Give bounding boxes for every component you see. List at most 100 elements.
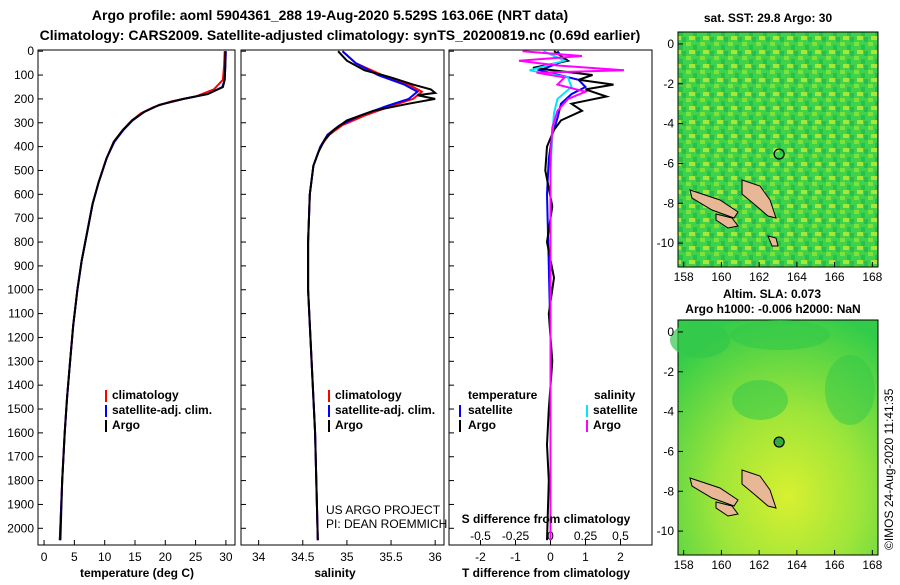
x-tick-label: 25: [189, 550, 203, 564]
s-tick-label: 0.25: [574, 529, 598, 543]
s-tick-label: -0.25: [502, 529, 530, 543]
sla-map: 158 160 162 164 166 168 0 -2 -4 -6 -8 -10: [657, 319, 883, 572]
imos-stamp: ©IMOS 24-Aug-2020 11:41:35: [882, 388, 896, 550]
map-y-tick-label: -2: [663, 77, 674, 91]
series-line-argo: [307, 50, 438, 541]
map-x-tick-label: 168: [862, 558, 882, 572]
legend-climatology: climatology: [112, 388, 179, 402]
x-tick-label: 34: [252, 550, 266, 564]
pi-annotation: PI: DEAN ROEMMICH: [326, 517, 447, 531]
y-tick-label: 1300: [7, 354, 34, 368]
map-y-tick-label: -10: [657, 236, 675, 250]
x-tick-label: 34.5: [291, 550, 315, 564]
island-shape: [715, 213, 739, 229]
x-tick-label: -1: [510, 550, 521, 564]
y-tick-label: 1700: [7, 450, 34, 464]
island-shape: [741, 179, 777, 219]
argo-location-marker: [773, 148, 785, 160]
difference-panel: -2 -1 0 1 2 -0.5 -0.25 0 0.25 0.5 T difference f…: [448, 49, 653, 580]
x-tick-label: 30: [219, 550, 233, 564]
map-y-tick-label: -4: [663, 405, 674, 419]
y-tick-label: 1500: [7, 402, 34, 416]
legend-argo: Argo: [112, 418, 140, 432]
title-line-2: Climatology: CARS2009. Satellite-adjuste…: [40, 27, 641, 43]
map-x-tick-label: 162: [749, 270, 769, 284]
y-tick-label: 1800: [7, 474, 34, 488]
salinity-xlabel: salinity: [314, 566, 356, 580]
x-tick-label: 35: [340, 550, 354, 564]
legend-argo-s: Argo: [335, 418, 363, 432]
x-tick-label: 0: [41, 550, 48, 564]
x-tick-label: 20: [159, 550, 173, 564]
series-line-argo: [59, 51, 227, 541]
salinity-frame: [240, 49, 445, 546]
y-tick-label: 1600: [7, 426, 34, 440]
temperature-panel: 0100200300400500600700800900100011001200…: [7, 44, 236, 580]
map-y-tick-label: -8: [663, 196, 674, 210]
legend-s-argo: Argo: [593, 418, 621, 432]
y-tick-label: 1200: [7, 330, 34, 344]
y-tick-label: 400: [14, 140, 34, 154]
x-tick-label: -2: [475, 550, 486, 564]
map-x-tick-label: 166: [825, 270, 845, 284]
s-tick-label: -0.5: [470, 529, 491, 543]
x-tick-label: 36: [428, 550, 442, 564]
x-tick-label: 35.5: [379, 550, 403, 564]
legend-satellite: satellite-adj. clim.: [112, 403, 212, 417]
island-shape: [689, 189, 739, 219]
salinity-panel: 34 34.5 35 35.5 36 salinity climatology sate…: [240, 49, 447, 580]
map-x-tick-label: 158: [674, 270, 694, 284]
map-x-tick-label: 160: [711, 270, 731, 284]
temperature-frame: [37, 49, 236, 546]
y-tick-label: 1000: [7, 283, 34, 297]
x-tick-label: 10: [98, 550, 112, 564]
map-x-tick-label: 164: [787, 270, 807, 284]
legend-salinity-title: salinity: [594, 388, 636, 402]
island-shape: [767, 235, 779, 247]
y-tick-label: 800: [14, 235, 34, 249]
legend-satellite-s: satellite-adj. clim.: [335, 403, 435, 417]
map-x-tick-label: 166: [825, 558, 845, 572]
legend-temperature-title: temperature: [468, 388, 538, 402]
y-tick-label: 600: [14, 187, 34, 201]
map-x-tick-label: 160: [711, 558, 731, 572]
y-tick-label: 1400: [7, 378, 34, 392]
map-x-tick-label: 168: [862, 270, 882, 284]
island-shape: [715, 501, 739, 517]
x-tick-label: 5: [71, 550, 78, 564]
x-tick-label: 15: [128, 550, 142, 564]
legend-t-satellite: satellite: [468, 403, 513, 417]
map-y-tick-label: 0: [667, 37, 674, 51]
y-tick-label: 2000: [7, 521, 34, 535]
project-annotation: US ARGO PROJECT: [326, 503, 441, 517]
y-tick-label: 100: [14, 68, 34, 82]
s-tick-label: 0.5: [612, 529, 629, 543]
x-tick-label: 2: [617, 550, 624, 564]
series-line-s-argo: [518, 50, 625, 541]
sla-map-title: Altim. SLA: 0.073: [723, 287, 821, 301]
legend-climatology-s: climatology: [335, 388, 402, 402]
map-y-tick-label: -8: [663, 484, 674, 498]
title-line-1: Argo profile: aoml 5904361_288 19-Aug-20…: [92, 7, 568, 23]
x-tick-label: 1: [582, 550, 589, 564]
x-tick-label: 0: [547, 550, 554, 564]
island-shape: [689, 477, 739, 507]
map-y-tick-label: -4: [663, 117, 674, 131]
argo-location-marker: [773, 436, 785, 448]
y-tick-label: 500: [14, 163, 34, 177]
map-y-tick-label: -2: [663, 365, 674, 379]
legend-s-satellite: satellite: [593, 403, 638, 417]
map-y-tick-label: 0: [667, 325, 674, 339]
temperature-legend: climatology satellite-adj. clim. Argo: [105, 388, 212, 432]
y-tick-label: 700: [14, 211, 34, 225]
island-shape: [741, 469, 777, 509]
s-difference-label: S difference from climatology: [462, 512, 631, 526]
legend-t-argo: Argo: [468, 418, 496, 432]
map-x-tick-label: 164: [787, 558, 807, 572]
map-x-tick-label: 162: [749, 558, 769, 572]
difference-xlabel: T difference from climatology: [462, 566, 630, 580]
sst-map: 158 160 162 164 166 168 0 -2 -4 -6 -8 -10: [657, 31, 883, 284]
map-y-tick-label: -6: [663, 156, 674, 170]
difference-legend: temperature satellite Argo salinity sate…: [459, 388, 638, 432]
